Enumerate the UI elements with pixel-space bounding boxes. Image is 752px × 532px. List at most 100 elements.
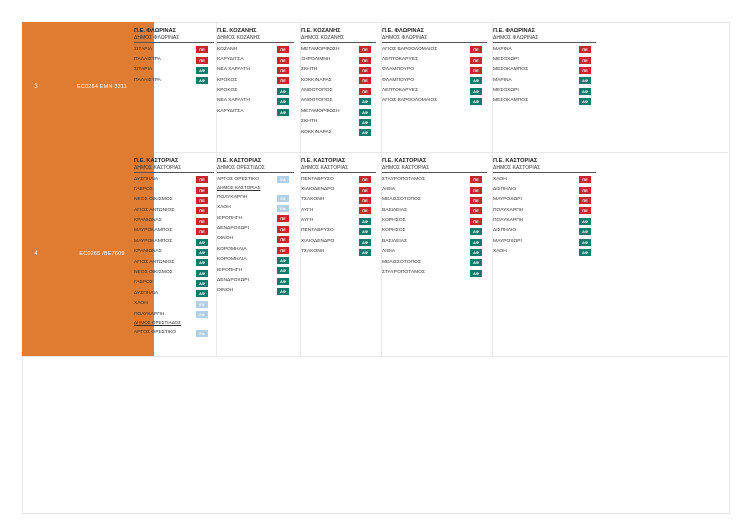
settlement-name: ΝΕΟΣ ΟΙΚΙΣΜΟΣ bbox=[134, 270, 173, 276]
settlement-name: ΚΡΑΝΙΩΝΑΣ bbox=[134, 249, 162, 255]
settlement-entry: ΜΕΣΟΧΩΡΙ ΑΦ bbox=[493, 86, 596, 96]
settlement-entry: ΜΑΥΡΟΚΑΜΠΟΣ ΑΦ bbox=[134, 237, 214, 247]
settlement-name: ΣΙΤΑΡΙΑ bbox=[134, 67, 153, 73]
settlement-name: ΜΕΤΑΜΟΡΦΩΣΗ bbox=[301, 46, 340, 52]
settlement-entry: ΒΑΣΙΛΕΙΑΣ ΑΦ bbox=[382, 237, 487, 247]
settlement-entry: ΚΟΡΟΜΗΛΙΑ ΑΦ bbox=[217, 255, 294, 265]
prefecture-heading: Π.Ε. ΦΛΩΡΙΝΑΣ bbox=[493, 28, 535, 34]
settlement-entry: ΧΛΟΗ ΕΑ bbox=[134, 299, 214, 309]
settlement-entry: ΑΥΓΗ ΠΕ bbox=[301, 206, 376, 216]
settlement-name: ΧΛΟΗ bbox=[493, 249, 507, 255]
settlement-name: ΔΙΣΠΗΛΙΟ bbox=[493, 186, 517, 192]
prefecture-heading: Π.Ε. ΚΟΖΑΝΗΣ bbox=[217, 28, 257, 34]
settlement-entry: ΚΟΡΗΣΟΣ ΠΕ bbox=[382, 216, 487, 226]
area-column: Π.Ε. ΦΛΩΡΙΝΑΣ ΔΗΜΟΣ ΦΛΩΡΙΝΑΣ ΑΓΙΟΣ ΒΑΡΘΟΛΟ… bbox=[381, 22, 487, 152]
settlement-entry: ΝΕΑ ΧΑΡΑΥΓΗ ΠΕ bbox=[217, 65, 294, 75]
stop-type-badge: ΠΕ bbox=[470, 217, 482, 225]
stop-type-badge: ΕΑ bbox=[196, 300, 208, 308]
settlement-name: ΓΑΒΡΟΣ bbox=[134, 280, 153, 286]
stop-type-badge: ΑΦ bbox=[277, 288, 289, 296]
settlement-entry: ΛΙΘΙΑ ΑΦ bbox=[382, 247, 487, 257]
municipality-heading: ΔΗΜΟΣ ΚΟΖΑΝΗΣ bbox=[217, 35, 294, 43]
settlement-entry: ΛΕΠΤΟΚΑΡΥΕΣ ΠΕ bbox=[382, 55, 487, 65]
settlement-name: ΒΑΣΙΛΕΙΑΣ bbox=[382, 207, 408, 213]
municipality-heading: ΔΗΜΟΣ ΚΑΣΤΟΡΙΑΣ bbox=[493, 165, 596, 173]
settlement-entry: ΠΟΛΥΚΑΡΠΗ ΕΑ bbox=[134, 310, 214, 320]
stop-type-badge: ΑΦ bbox=[196, 248, 208, 256]
settlement-name: ΤΣΑΚΟΝΗ bbox=[301, 197, 325, 203]
settlement-entry: ΜΑΡΙΝΑ ΠΕ bbox=[493, 45, 596, 55]
area-column: Π.Ε. ΚΑΣΤΟΡΙΑΣ ΔΗΜΟΣ ΚΑΣΤΟΡΙΑΣ ΣΤΑΥΡΟΠΟΤΑΜ… bbox=[381, 152, 487, 356]
settlement-entry: ΠΕΝΤΑΒΡΥΣΟ ΠΕ bbox=[301, 175, 376, 185]
route-code: EC0265 /BE7609 bbox=[50, 152, 154, 356]
settlement-name: ΑΓΙΟΣ ΒΑΡΘΟΛΟΜΑΙΟΣ bbox=[382, 98, 438, 104]
settlement-name: ΟΙΝΟΗ bbox=[217, 288, 234, 294]
stop-type-badge: ΠΕ bbox=[277, 225, 289, 233]
stop-type-badge: ΠΕ bbox=[196, 217, 208, 225]
stop-type-badge: ΕΑ bbox=[277, 204, 289, 212]
settlement-name: ΜΑΥΡΟΚΑΜΠΟΣ bbox=[134, 238, 173, 244]
schedule-row-4: 4 EC0265 /BE7609 Π.Ε. ΚΑΣΤΟΡΙΑΣ ΔΗΜΟΣ ΚΑΣ… bbox=[22, 152, 728, 357]
settlement-name: ΛΙΘΙΑ bbox=[382, 186, 396, 192]
stop-type-badge: ΠΕ bbox=[359, 66, 371, 74]
stop-type-badge: ΑΦ bbox=[470, 259, 482, 267]
settlement-entry: ΜΕΛΙΣΣΟΤΟΠΟΣ ΠΕ bbox=[382, 195, 487, 205]
settlement-name: ΚΟΡΗΣΟΣ bbox=[382, 228, 406, 234]
stop-type-badge: ΠΕ bbox=[359, 176, 371, 184]
settlement-name: ΙΕΡΟΠΗΓΗ bbox=[217, 267, 242, 273]
stop-type-badge: ΑΦ bbox=[196, 66, 208, 74]
settlement-entry: ΚΡΟΚΟΣ ΠΕ bbox=[217, 76, 294, 86]
stop-type-badge: ΑΦ bbox=[470, 248, 482, 256]
area-column: Π.Ε. ΚΑΣΤΟΡΙΑΣ ΔΗΜΟΣ ΟΡΕΣΤΙΔΟΣ ΑΡΓΟΣ ΟΡΕΣΤ… bbox=[216, 152, 294, 356]
stop-type-badge: ΑΦ bbox=[359, 118, 371, 126]
settlement-entry: ΚΑΡΥΔΙΤΣΑ ΠΕ bbox=[217, 55, 294, 65]
settlement-name: ΑΥΓΗ bbox=[301, 218, 314, 224]
stop-type-badge: ΠΕ bbox=[579, 56, 591, 64]
settlement-entry: ΟΙΝΟΗ ΑΦ bbox=[217, 286, 294, 296]
settlement-entry: ΚΟΚΚΙΝΑΡΑΣ ΠΕ bbox=[301, 76, 376, 86]
settlement-name: ΠΟΛΥΚΑΡΠΗ bbox=[493, 218, 524, 224]
schedule-row-3: 3 EC0264 EMN 3311 Π.Ε. ΦΛΩΡΙΝΑΣ ΔΗΜΟΣ ΦΛΩ… bbox=[22, 22, 728, 153]
settlement-name: ΜΕΛΙΣΣΟΤΟΠΟΣ bbox=[382, 259, 421, 265]
settlement-name: ΔΗΜΟΣ ΚΑΣΤΟΡΙΑΣ bbox=[217, 184, 261, 190]
stop-type-badge: ΠΕ bbox=[579, 196, 591, 204]
settlement-entry: ΑΓΙΟΣ ΒΑΡΘΟΛΟΜΑΙΟΣ ΠΕ bbox=[382, 45, 487, 55]
settlement-entry: ΚΟΚΚΙΝΑΡΑΣ ΑΦ bbox=[301, 128, 376, 138]
prefecture-heading: Π.Ε. ΚΑΣΤΟΡΙΑΣ bbox=[493, 158, 538, 164]
area-column: Π.Ε. ΚΑΣΤΟΡΙΑΣ ΔΗΜΟΣ ΚΑΣΤΟΡΙΑΣ ΠΕΝΤΑΒΡΥΣΟ Π… bbox=[300, 152, 376, 356]
stop-type-badge: ΠΕ bbox=[196, 46, 208, 54]
settlement-entry: ΜΕΣΟΚΑΜΠΟΣ ΠΕ bbox=[493, 65, 596, 75]
municipality-heading: ΔΗΜΟΣ ΚΑΣΤΟΡΙΑΣ bbox=[301, 165, 376, 173]
stop-type-badge: ΠΕ bbox=[277, 66, 289, 74]
prefecture-heading: Π.Ε. ΚΑΣΤΟΡΙΑΣ bbox=[217, 158, 262, 164]
settlement-entry: ΔΕΝΔΡΟΧΩΡΙ ΠΕ bbox=[217, 224, 294, 234]
stop-type-badge: ΑΦ bbox=[196, 269, 208, 277]
settlement-name: ΙΕΡΟΠΗΓΗ bbox=[217, 215, 242, 221]
stop-type-badge: ΑΦ bbox=[579, 248, 591, 256]
settlement-name: ΛΕΠΤΟΚΑΡΥΕΣ bbox=[382, 88, 419, 94]
settlement-entry: ΚΡΟΚΟΣ ΑΦ bbox=[217, 86, 294, 96]
settlement-name: ΚΡΑΝΙΩΝΑΣ bbox=[134, 218, 162, 224]
settlement-name: ΠΟΛΥΚΑΡΠΗ bbox=[217, 194, 248, 200]
settlement-name: ΝΕΟΣ ΟΙΚΙΣΜΟΣ bbox=[134, 197, 173, 203]
stop-type-badge: ΑΦ bbox=[196, 259, 208, 267]
stop-type-badge: ΑΦ bbox=[196, 280, 208, 288]
settlement-entry: ΦΛΑΜΠΟΥΡΟ ΑΦ bbox=[382, 76, 487, 86]
settlement-entry: ΙΕΡΟΠΗΓΗ ΠΕ bbox=[217, 214, 294, 224]
prefecture-heading: Π.Ε. ΦΛΩΡΙΝΑΣ bbox=[134, 28, 176, 34]
settlement-name: ΧΛΟΗ bbox=[134, 301, 148, 307]
stop-type-badge: ΠΕ bbox=[359, 186, 371, 194]
settlement-entry: ΚΡΑΝΙΩΝΑΣ ΑΦ bbox=[134, 247, 214, 257]
settlement-entry: ΜΕΤΑΜΟΡΦΩΣΗ ΑΦ bbox=[301, 107, 376, 117]
prefecture-heading: Π.Ε. ΚΑΣΤΟΡΙΑΣ bbox=[301, 158, 346, 164]
stop-type-badge: ΠΕ bbox=[579, 66, 591, 74]
stop-type-badge: ΠΕ bbox=[470, 196, 482, 204]
settlement-name: ΜΕΣΟΧΩΡΙ bbox=[493, 56, 519, 62]
route-code: EC0264 EMN 3311 bbox=[50, 22, 154, 152]
prefecture-heading: Π.Ε. ΚΟΖΑΝΗΣ bbox=[301, 28, 341, 34]
settlement-name: ΜΑΥΡΟΧΩΡΙ bbox=[493, 197, 522, 203]
settlement-name: ΔΕΝΔΡΟΧΩΡΙ bbox=[217, 278, 249, 284]
stop-type-badge: ΠΕ bbox=[470, 66, 482, 74]
settlement-name: ΤΣΑΚΟΝΗ bbox=[301, 249, 325, 255]
stop-type-badge: ΠΕ bbox=[277, 46, 289, 54]
